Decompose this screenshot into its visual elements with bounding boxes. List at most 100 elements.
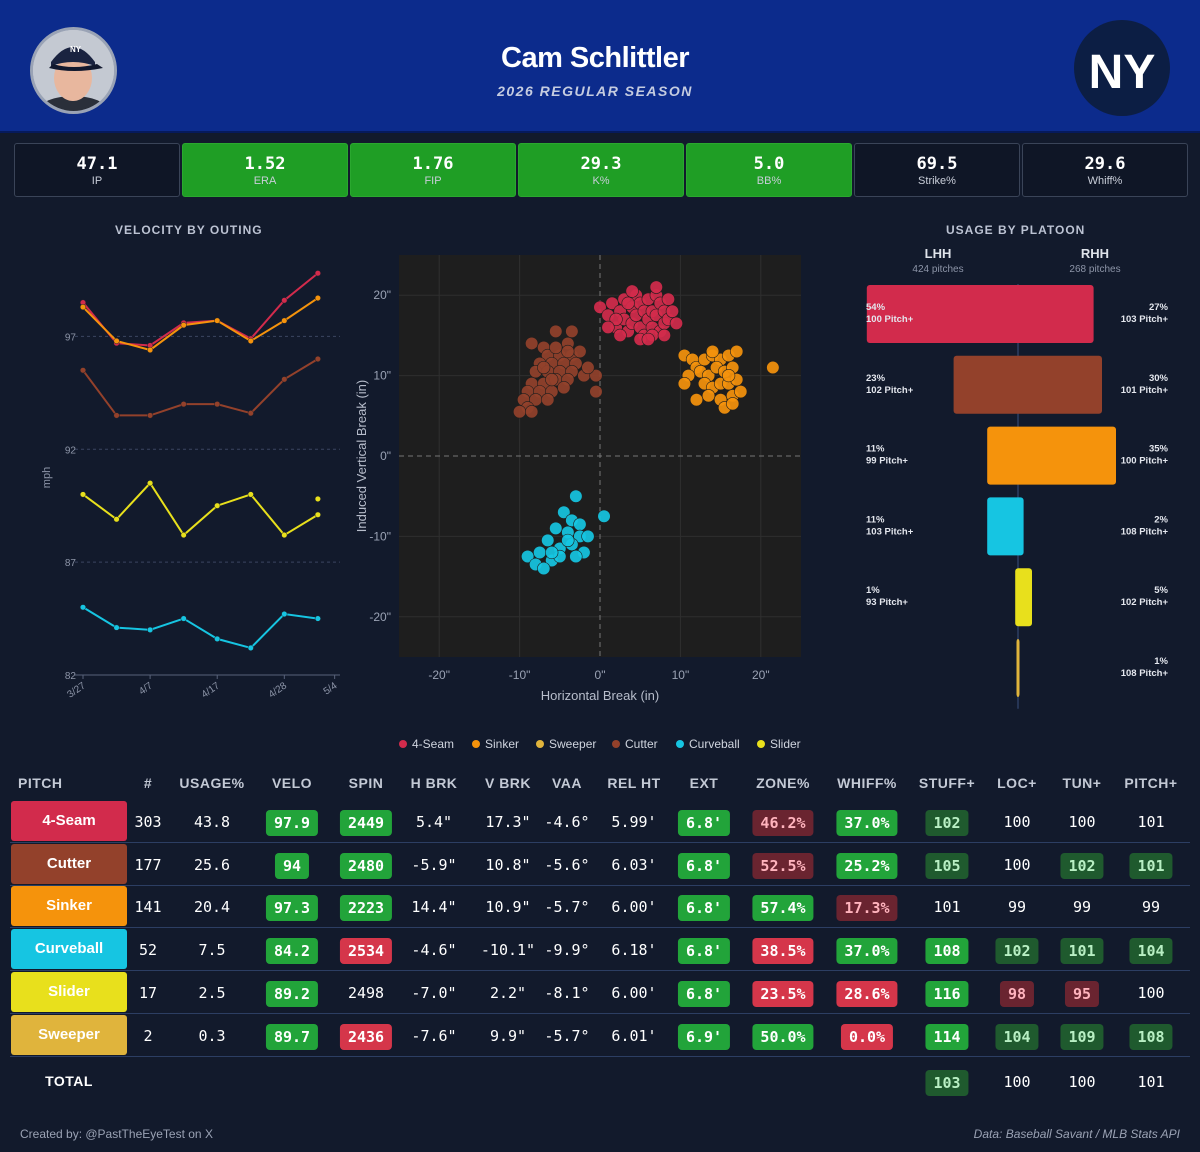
velo-xtick: 5/4 [322,680,340,697]
velo-ytick: 82 [65,671,77,682]
movement-point-4-seam [605,296,619,310]
velo-point-sinker [314,295,321,302]
footer-source: Data: Baseball Savant / MLB Stats API [973,1127,1180,1141]
cell-ext: 6.8' [677,895,731,922]
movement-point-curveball [569,489,583,503]
stat-box-era: 1.52 ERA [182,143,348,197]
cell-pitch: 101 [1129,852,1173,879]
cell-rel-ht: 6.00' [611,983,657,1002]
cell-loc: 104 [995,1023,1039,1050]
velo-line-sinker [82,297,319,352]
usage-bar-sweeper [1016,639,1020,697]
usage-rhh-pitchplus: 101 Pitch+ [1121,385,1169,396]
legend-label: Curveball [689,737,740,751]
cell-v-brk: 9.9" [489,1026,527,1045]
header-vaa: VAA [551,775,583,791]
pitch-name: 4-Seam [11,801,127,841]
velo-point-slider [147,480,154,487]
movement-xtick: 0" [595,668,606,682]
cell-tun: 101 [1060,938,1104,965]
legend-dot [612,740,620,748]
movement-point-4-seam [661,292,675,306]
cell-stuff: 116 [925,980,969,1007]
player-name: Cam Schlittler [501,42,690,74]
cell-: 52 [138,941,158,960]
cell-velo: 97.9 [265,810,319,836]
usage-rhh-pitchplus: 102 Pitch+ [1121,597,1169,608]
cell-spin: 2223 [339,895,393,922]
cell-zone: 23.5% [752,980,814,1007]
legend-label: Sinker [485,737,520,751]
legend-label: Sweeper [549,737,597,751]
cell-loc: 102 [995,938,1039,965]
footer-credit: Created by: @PastTheEyeTest on X [20,1127,213,1141]
legend-dot [757,740,765,748]
cell-usage: 2.5 [198,983,226,1002]
header-tun: TUN+ [1062,775,1102,791]
movement-point-4-seam [625,284,639,298]
velo-xtick: 4/17 [200,680,223,700]
movement-point-sinker [726,397,740,411]
header-usage: USAGE% [179,775,245,791]
cell-stuff: 114 [925,1023,969,1050]
movement-point-cutter [513,405,527,419]
cell-whiff: 0.0% [840,1023,894,1050]
movement-point-curveball [581,529,595,544]
stat-label: BB% [756,175,782,187]
velo-point-cutter [314,355,321,363]
cell-stuff: 108 [925,938,969,965]
movement-point-curveball [533,545,547,560]
cell-stuff: 102 [925,810,969,836]
velo-point-cutter [214,401,221,408]
movement-point-cutter [537,360,551,375]
usage-group-lhh: LHH [925,246,952,261]
pitch-name: Curveball [11,929,127,970]
movement-point-4-seam [657,328,671,342]
legend-label: Slider [770,737,801,751]
movement-ytick: 10" [373,369,391,383]
velo-point-sinker [247,337,254,344]
cell-v-brk: 2.2" [489,983,527,1002]
stat-box-strike: 69.5 Strike% [854,143,1020,197]
usage-group-rhh: RHH [1081,246,1109,261]
movement-point-cutter [545,373,559,387]
team-logo-text: NY [1089,46,1156,99]
cell-stuff: 101 [933,898,961,917]
header-loc: LOC+ [997,775,1037,791]
legend-dot [676,740,684,748]
cell-rel-ht: 5.99' [611,813,657,831]
movement-point-curveball [541,533,555,548]
stat-value: 29.3 [580,154,622,174]
cell-: 141 [134,898,162,917]
usage-bar-4-seam [866,285,1094,343]
movement-point-4-seam [593,300,607,314]
movement-point-curveball [569,549,583,564]
cell-usage: 0.3 [198,1026,226,1045]
cell-usage: 20.4 [193,898,231,917]
velo-ytick: 97 [65,332,77,343]
cell-spin: 2480 [339,852,393,879]
velo-point-curveball [147,626,154,633]
cell-spin: 2534 [339,938,393,965]
cell-rel-ht: 6.01' [611,1026,657,1045]
cell-zone: 57.4% [752,895,814,922]
cell-whiff: 25.2% [836,852,898,879]
cell-: 17 [138,983,158,1002]
header-ext: EXT [689,775,719,791]
movement-point-curveball [573,517,587,531]
table-row-sweeper: Sweeper 2 0.3 89.7 2436 -7.6" 9.9" -5.7° 6.01' 6.… [10,1014,1190,1057]
stat-label: IP [91,175,103,187]
movement-point-curveball [561,533,575,548]
usage-lhh-pct: 1% [866,585,880,596]
movement-point-4-seam [609,312,623,326]
velo-line-curveball [82,606,319,650]
velo-point-4-seam [314,270,321,277]
pitch-name: Sweeper [11,1014,127,1055]
movement-point-cutter [557,381,571,395]
movement-point-sinker [677,377,692,391]
cell-pitch: 108 [1129,1023,1173,1050]
cell-loc: 100 [1003,813,1031,831]
cell-velo: 89.2 [265,980,319,1007]
table-row-sinker: Sinker 141 20.4 97.3 2223 14.4" 10.9" -5.7° 6.00… [10,885,1190,929]
stat-label: FIP [424,175,442,187]
